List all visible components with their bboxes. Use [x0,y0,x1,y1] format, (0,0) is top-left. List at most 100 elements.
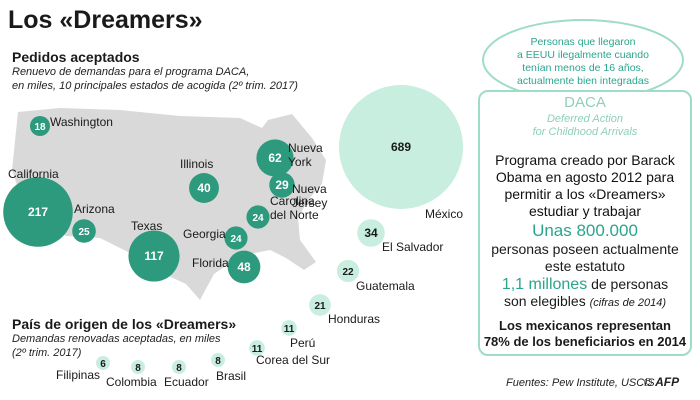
dreamers-definition: Personas que llegaron a EEUU ilegalmente… [498,36,668,88]
state-label-carolina-del-norte: Carolina del Norte [270,194,319,222]
country-bubble-colombia [131,360,145,374]
state-bubble-washington [29,115,51,137]
country-label-ecuador: Ecuador [164,375,209,389]
daca-stat2-note: (cifras de 2014) [589,297,667,309]
country-value-mexico: 689 [391,140,411,154]
country-bubble-filipinas [96,356,110,370]
state-value-washington: 18 [34,122,46,133]
dreamers-definition-line-1: Personas que llegaron [530,36,636,48]
country-label-mexico: México [425,207,463,221]
daca-title: DACA [564,94,606,111]
daca-subtitle-line-2: for Childhood Arrivals [532,126,638,138]
state-bubble-georgia [224,226,248,250]
state-label-nueva-york: Nueva York [288,141,323,169]
state-label-california: California [8,167,59,181]
state-value-georgia: 24 [230,234,242,245]
country-value-colombia: 8 [135,363,141,374]
country-value-el-salvador: 34 [364,226,378,240]
country-bubble-mexico [339,85,463,209]
daca-stat1-value: Unas 800.000 [532,221,638,240]
state-bubble-california [3,177,73,247]
country-value-peru: 11 [284,324,295,335]
state-value-illinois: 40 [197,181,211,195]
country-label-peru: Perú [290,336,315,350]
daca-stat2-line-2: son elegibles [503,293,590,309]
accepted-subtitle-2: en miles, 10 principales estados de acog… [12,80,298,92]
dreamers-definition-line-2: a EEUU ilegalmente cuando [517,49,649,61]
page-title: Los «Dreamers» [8,6,203,34]
state-value-florida: 48 [237,260,251,274]
state-label-illinois: Illinois [180,157,213,171]
country-bubble-peru [281,320,297,336]
state-label-georgia: Georgia [183,227,226,241]
country-bubble-guatemala [336,259,360,283]
country-value-corea-del-sur: 11 [252,344,263,355]
dreamers-definition-line-4: actualmente bien integradas [517,75,649,87]
state-bubble-illinois [189,173,219,203]
state-label-nueva-jersey: Nueva Jersey [292,182,327,210]
country-bubble-corea-del-sur [249,340,265,356]
country-bubble-honduras [309,294,331,316]
country-label-colombia: Colombia [106,375,157,389]
origin-subtitle-2: (2º trim. 2017) [12,347,82,359]
origin-subtitle-1: Demandas renovadas aceptadas, en miles [12,333,221,345]
daca-subtitle: Deferred Action for Childhood Arrivals [478,113,692,139]
daca-stat2: 1,1 millones de personas son elegibles (… [478,276,692,312]
country-bubbles [96,85,463,374]
country-label-brasil: Brasil [216,369,246,383]
sources: Fuentes: Pew Institute, USCIS [506,377,655,389]
state-value-texas: 117 [144,249,164,263]
country-value-brasil: 8 [215,356,221,367]
state-value-nueva-jersey: 29 [275,178,289,192]
daca-subtitle-line-1: Deferred Action [546,113,624,125]
daca-stat2-rest: de personas [587,276,669,292]
country-value-filipinas: 6 [100,359,106,370]
daca-stat1-text: personas poseen actualmente este estatut… [478,241,692,275]
state-label-florida: Florida [192,256,229,270]
country-bubble-brasil [211,353,225,367]
state-value-nueva-york: 62 [268,151,282,165]
country-label-corea-del-sur: Corea del Sur [256,353,330,367]
state-value-arizona: 25 [78,227,90,238]
state-bubble-carolina-del-norte [246,205,270,229]
country-value-ecuador: 8 [176,363,182,374]
daca-desc-line-1: Programa creado por Barack [495,152,675,168]
accepted-heading: Pedidos aceptados [12,49,140,65]
country-bubble-el-salvador [357,219,385,247]
daca-desc-line-2: Obama en agosto 2012 para [495,169,675,185]
daca-stat1-line-1: personas poseen actualmente [491,241,679,257]
daca-description: Programa creado por Barack Obama en agos… [478,152,692,220]
state-value-carolina-del-norte: 24 [252,213,264,224]
copyright-icon: © [644,377,653,389]
country-label-filipinas: Filipinas [56,368,100,382]
dreamers-definition-line-3: tenían menos de 16 años, [522,62,644,74]
daca-final-line-1: Los mexicanos representan [499,318,671,333]
country-label-el-salvador: El Salvador [382,240,443,254]
state-label-washington: Washington [50,115,113,129]
state-bubble-nueva-jersey [269,172,295,198]
afp-logo-text: AFP [655,375,680,389]
daca-panel [478,90,692,356]
state-label-texas: Texas [131,219,162,233]
daca-desc-line-3: permitir a los «Dreamers» [504,186,666,202]
state-bubble-nueva-york [256,139,294,177]
country-value-guatemala: 22 [342,267,354,278]
daca-stat2-value: 1,1 millones [501,276,588,293]
bubble-labels: 18 Washington 217 California 25 Arizona 117 Tex… [8,115,463,389]
country-label-guatemala: Guatemala [356,279,415,293]
afp-logo: © AFP [644,375,679,389]
daca-final-line-2: 78% de los beneficiarios en 2014 [483,334,687,349]
state-bubble-texas [128,230,180,282]
state-bubble-arizona [72,219,96,243]
country-label-honduras: Honduras [328,312,380,326]
daca-stat1-line-2: este estatuto [544,258,626,274]
daca-desc-line-4: estudiar y trabajar [528,203,642,219]
origin-heading: País de origen de los «Dreamers» [12,316,237,332]
state-value-california: 217 [28,205,48,219]
state-bubbles [3,115,295,284]
country-value-honduras: 21 [314,301,326,312]
state-label-arizona: Arizona [74,202,115,216]
state-bubble-florida [227,250,261,284]
daca-final: Los mexicanos representan 78% de los ben… [478,318,692,350]
